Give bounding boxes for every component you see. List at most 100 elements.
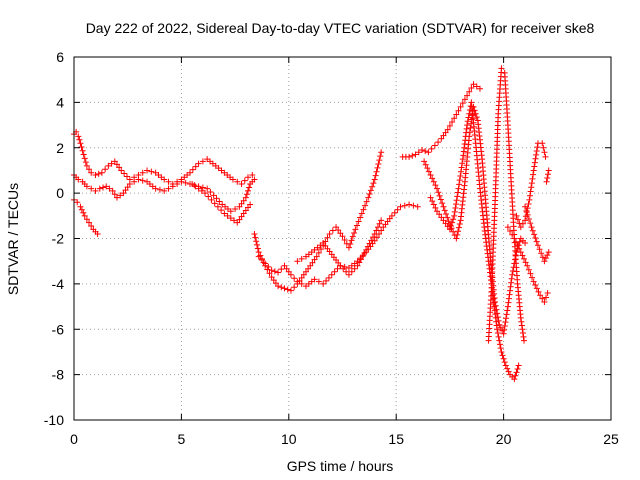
series-satellite-track-A bbox=[71, 128, 256, 188]
data-point bbox=[117, 192, 124, 199]
data-point bbox=[244, 174, 251, 181]
data-point bbox=[284, 286, 291, 293]
data-point bbox=[533, 151, 540, 158]
data-point bbox=[454, 193, 461, 200]
data-point bbox=[527, 270, 534, 277]
data-point bbox=[473, 83, 480, 90]
data-point bbox=[502, 319, 509, 326]
data-point bbox=[88, 223, 95, 230]
axis-ticks: 0 5 10 15 20 25 -10 -8 -6 -4 -2 0 2 4 6 bbox=[44, 49, 619, 447]
data-point bbox=[362, 202, 369, 209]
data-point bbox=[358, 210, 365, 217]
data-point bbox=[424, 165, 431, 172]
data-point bbox=[522, 217, 529, 224]
data-point bbox=[530, 278, 537, 285]
x-tick-label: 20 bbox=[496, 431, 512, 447]
data-point bbox=[122, 187, 129, 194]
data-point bbox=[86, 166, 93, 173]
data-point bbox=[278, 284, 285, 291]
data-point bbox=[516, 245, 523, 252]
data-point bbox=[430, 201, 437, 208]
data-point bbox=[545, 249, 552, 256]
data-point bbox=[356, 259, 363, 266]
data-point bbox=[364, 243, 371, 250]
data-point bbox=[409, 152, 416, 159]
data-point bbox=[120, 190, 127, 197]
data-point bbox=[271, 268, 278, 275]
data-point bbox=[324, 234, 331, 241]
data-point bbox=[88, 169, 95, 176]
data-point bbox=[522, 203, 529, 210]
data-point bbox=[443, 210, 450, 217]
data-point bbox=[444, 126, 451, 133]
data-point bbox=[165, 178, 172, 185]
data-point bbox=[532, 235, 539, 242]
data-point bbox=[83, 216, 90, 223]
data-point bbox=[527, 188, 534, 195]
data-point bbox=[131, 178, 138, 185]
data-point bbox=[268, 274, 275, 281]
data-point bbox=[339, 233, 346, 240]
data-point bbox=[468, 85, 475, 92]
series-satellite-track-K bbox=[485, 65, 528, 344]
data-point bbox=[531, 231, 538, 238]
data-point bbox=[241, 177, 248, 184]
data-point bbox=[511, 376, 518, 383]
data-point bbox=[345, 244, 352, 251]
data-point bbox=[254, 245, 261, 252]
data-point bbox=[216, 198, 223, 205]
data-point bbox=[360, 206, 367, 213]
data-point bbox=[458, 164, 465, 171]
data-point bbox=[459, 100, 466, 107]
data-point bbox=[148, 168, 155, 175]
data-point bbox=[195, 185, 202, 192]
data-point bbox=[498, 348, 505, 355]
data-point bbox=[441, 207, 448, 214]
data-point bbox=[195, 160, 202, 167]
x-tick-label: 10 bbox=[281, 431, 297, 447]
data-point bbox=[198, 187, 205, 194]
data-point bbox=[534, 144, 541, 151]
data-point bbox=[78, 143, 85, 150]
data-point bbox=[363, 198, 370, 205]
y-tick-label: 4 bbox=[56, 94, 64, 110]
data-point bbox=[524, 211, 531, 218]
data-point bbox=[519, 252, 526, 259]
data-point bbox=[438, 135, 445, 142]
data-point bbox=[541, 299, 548, 306]
data-point bbox=[335, 227, 342, 234]
data-point bbox=[541, 258, 548, 265]
data-point bbox=[80, 151, 87, 158]
data-point bbox=[534, 242, 541, 249]
y-tick-label: 0 bbox=[56, 185, 64, 201]
data-point bbox=[503, 315, 510, 322]
data-point bbox=[236, 216, 243, 223]
data-point bbox=[504, 365, 511, 372]
data-point bbox=[262, 260, 269, 267]
data-point bbox=[449, 219, 456, 226]
data-point bbox=[244, 187, 251, 194]
data-point bbox=[285, 268, 292, 275]
data-point bbox=[468, 116, 475, 123]
data-point bbox=[414, 203, 421, 210]
series-satellite-track-G bbox=[294, 217, 385, 278]
series-satellite-track-J bbox=[427, 99, 522, 383]
data-point bbox=[467, 124, 474, 131]
data-point bbox=[454, 189, 461, 196]
data-point bbox=[328, 271, 335, 278]
data-point bbox=[315, 249, 322, 256]
data-point bbox=[445, 218, 452, 225]
data-point bbox=[353, 222, 360, 229]
data-point bbox=[243, 191, 250, 198]
data-point bbox=[449, 119, 456, 126]
data-point bbox=[509, 231, 516, 238]
data-point bbox=[202, 190, 209, 197]
data-point bbox=[361, 250, 368, 257]
data-point bbox=[298, 274, 305, 281]
data-point bbox=[268, 267, 275, 274]
x-tick-label: 25 bbox=[603, 431, 619, 447]
data-point bbox=[376, 220, 383, 227]
data-point bbox=[340, 265, 347, 272]
data-point bbox=[227, 215, 234, 222]
